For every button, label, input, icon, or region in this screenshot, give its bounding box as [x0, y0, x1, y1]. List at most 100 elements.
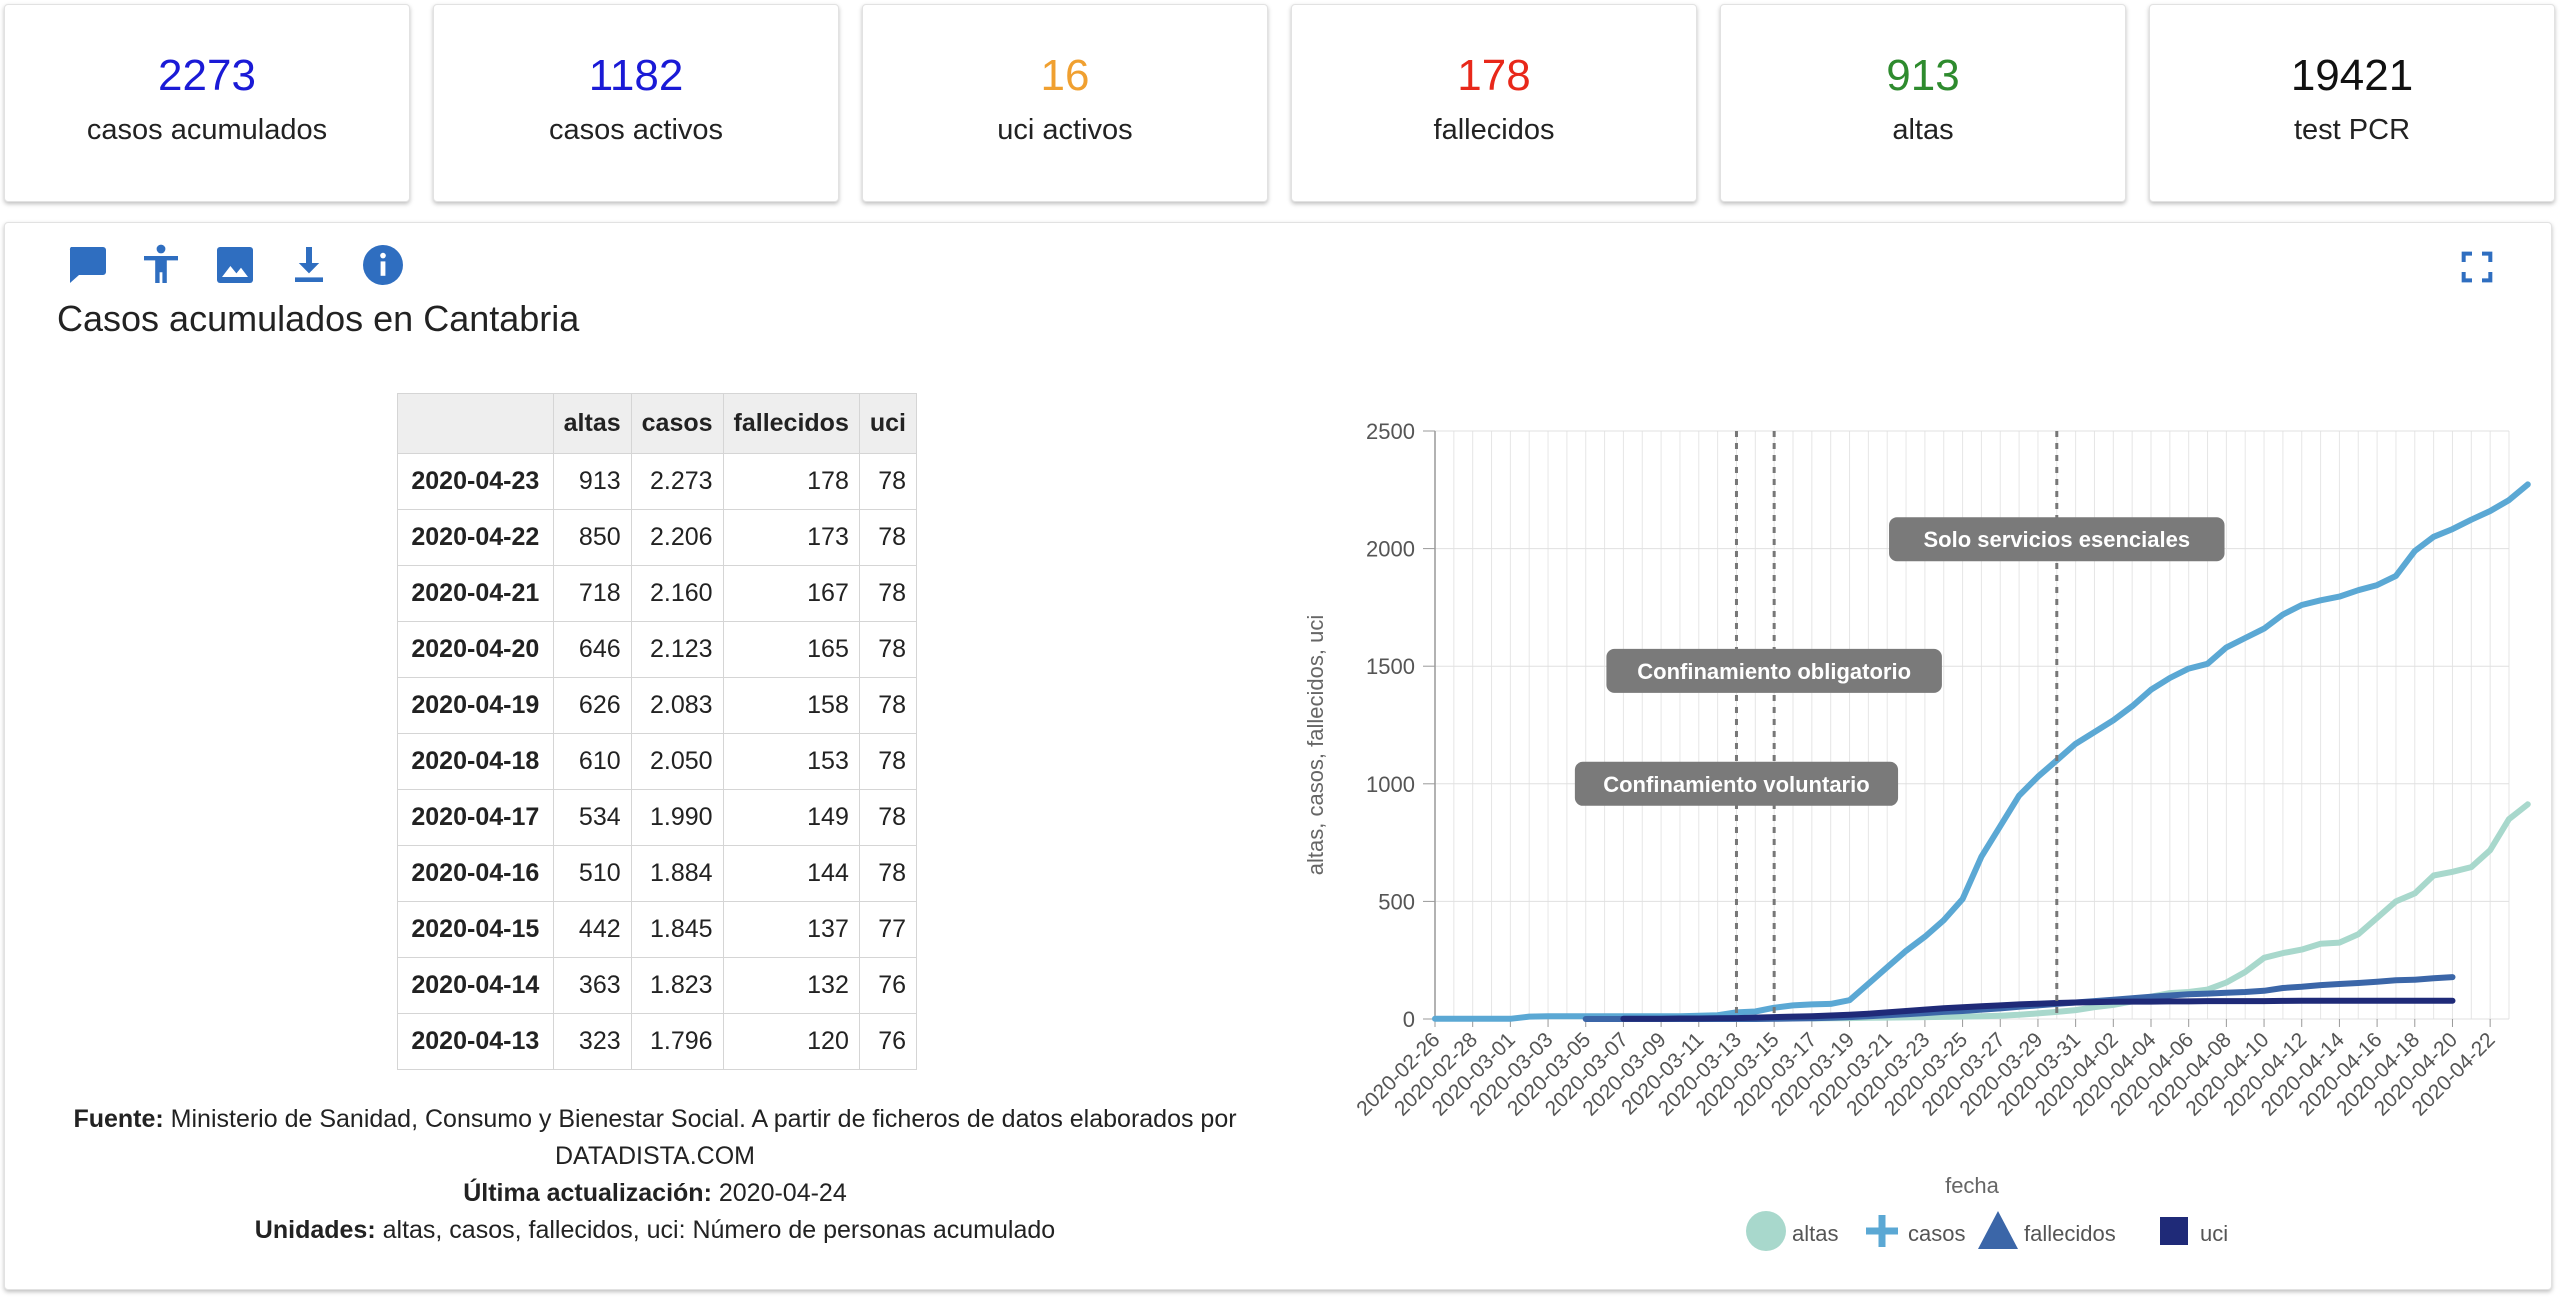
- column-header-altas: altas: [552, 393, 632, 454]
- annotation-badge-bg: [1889, 517, 2225, 562]
- table-cell-date: 2020-04-20: [397, 621, 554, 678]
- table-cell-altas: 718: [552, 565, 632, 622]
- kpi-value: 1182: [588, 51, 684, 100]
- legend-label: fallecidos: [2024, 1221, 2116, 1246]
- table-cell-uci: 78: [858, 565, 917, 622]
- data-table-container[interactable]: altas casos fallecidos uci 2020-04-23 913…: [397, 393, 917, 1083]
- kpi-label: fallecidos: [1433, 114, 1555, 146]
- table-cell-altas: 850: [552, 509, 632, 566]
- panel-title: Casos acumulados en Cantabria: [57, 298, 580, 339]
- annotation-badge: Confinamiento obligatorio: [1606, 648, 1942, 693]
- table-cell-casos: 1.823: [630, 957, 724, 1014]
- table-cell-casos: 1.796: [630, 1013, 724, 1070]
- table-cell-uci: 78: [858, 453, 917, 510]
- table-cell-fallecidos: 137: [722, 901, 860, 958]
- kpi-card-casos-acumulados: 2273 casos acumulados: [4, 4, 410, 202]
- table-cell-uci: 76: [858, 1013, 917, 1070]
- table-cell-fallecidos: 120: [722, 1013, 860, 1070]
- table-cell-altas: 534: [552, 789, 632, 846]
- table-cell-altas: 363: [552, 957, 632, 1014]
- legend-marker-cross: [1866, 1215, 1898, 1247]
- table-cell-date: 2020-04-17: [397, 789, 554, 846]
- kpi-label: altas: [1892, 114, 1954, 146]
- table-cell-fallecidos: 132: [722, 957, 860, 1014]
- kpi-cards: 2273 casos acumulados 1182 casos activos…: [4, 4, 2556, 204]
- table-cell-date: 2020-04-14: [397, 957, 554, 1014]
- kpi-label: test PCR: [2293, 114, 2411, 146]
- table-cell-altas: 626: [552, 677, 632, 734]
- kpi-value: 178: [1457, 51, 1531, 100]
- table-cell-casos: 2.050: [630, 733, 724, 790]
- table-body: 2020-04-23 913 2.273 178 78 2020-04-22 850 2.20…: [397, 453, 917, 1070]
- table-cell-altas: 323: [552, 1013, 632, 1070]
- y-tick-label: 2000: [1366, 537, 1415, 562]
- y-tick-label: 2500: [1366, 419, 1415, 444]
- legend-label: casos: [1908, 1221, 1965, 1246]
- table-row: 2020-04-20 646 2.123 165 78: [397, 621, 917, 678]
- line-chart: 0 500 1000 1500 2000 2500 2020-02-26 2020-02-28…: [1305, 393, 2535, 1273]
- updated-label: Última actualización:: [463, 1179, 712, 1207]
- info-icon[interactable]: [359, 241, 407, 289]
- legend-item-fallecidos: fallecidos: [1978, 1211, 2116, 1249]
- table-cell-fallecidos: 165: [722, 621, 860, 678]
- kpi-card-altas: 913 altas: [1720, 4, 2126, 202]
- updated-line: Última actualización: 2020-04-24: [45, 1175, 1265, 1212]
- table-row: 2020-04-18 610 2.050 153 78: [397, 733, 917, 790]
- comment-icon[interactable]: [63, 241, 111, 289]
- source-text: Ministerio de Sanidad, Consumo y Bienest…: [170, 1105, 1237, 1170]
- accessibility-icon[interactable]: [137, 241, 185, 289]
- download-icon[interactable]: [285, 241, 333, 289]
- legend-marker-circle: [1746, 1211, 1786, 1251]
- annotation-badge: Confinamiento voluntario: [1574, 761, 1899, 806]
- table-row: 2020-04-22 850 2.206 173 78: [397, 509, 917, 566]
- column-header-date: [397, 393, 554, 454]
- fullscreen-icon[interactable]: [2457, 247, 2497, 287]
- annotation-badge: Solo servicios esenciales: [1889, 517, 2225, 562]
- series-line-uci: [1620, 997, 2456, 1022]
- kpi-value: 16: [1040, 51, 1090, 100]
- table-cell-uci: 78: [858, 845, 917, 902]
- annotation-badge-bg: [1606, 648, 1942, 693]
- image-icon[interactable]: [211, 241, 259, 289]
- kpi-value: 913: [1886, 51, 1960, 100]
- units-line: Unidades: altas, casos, fallecidos, uci:…: [45, 1212, 1265, 1249]
- y-tick-label: 1000: [1366, 772, 1415, 797]
- table-cell-fallecidos: 149: [722, 789, 860, 846]
- table-cell-uci: 78: [858, 621, 917, 678]
- annotation-label: Solo servicios esenciales: [1923, 527, 2190, 552]
- table-cell-fallecidos: 153: [722, 733, 860, 790]
- table-row: 2020-04-17 534 1.990 149 78: [397, 789, 917, 846]
- table-row: 2020-04-21 718 2.160 167 78: [397, 565, 917, 622]
- table-row: 2020-04-13 323 1.796 120 76: [397, 1013, 917, 1070]
- table-cell-fallecidos: 167: [722, 565, 860, 622]
- x-axis-title: fecha: [1945, 1173, 2000, 1198]
- kpi-card-test-pcr: 19421 test PCR: [2149, 4, 2555, 202]
- table-cell-uci: 78: [858, 677, 917, 734]
- table-cell-casos: 2.123: [630, 621, 724, 678]
- legend-item-altas: altas: [1746, 1211, 1838, 1251]
- kpi-card-uci-activos: 16 uci activos: [862, 4, 1268, 202]
- source-line: Fuente: Ministerio de Sanidad, Consumo y…: [45, 1101, 1265, 1175]
- table-cell-uci: 78: [858, 789, 917, 846]
- table-cell-casos: 1.884: [630, 845, 724, 902]
- kpi-card-fallecidos: 178 fallecidos: [1291, 4, 1697, 202]
- table-cell-fallecidos: 144: [722, 845, 860, 902]
- table-cell-casos: 2.083: [630, 677, 724, 734]
- table-cell-fallecidos: 178: [722, 453, 860, 510]
- kpi-value: 19421: [2290, 51, 2414, 100]
- table-cell-casos: 1.990: [630, 789, 724, 846]
- y-tick-label: 1500: [1366, 654, 1415, 679]
- table-cell-casos: 2.160: [630, 565, 724, 622]
- table-cell-uci: 78: [858, 509, 917, 566]
- y-tick-label: 500: [1378, 889, 1415, 914]
- table-cell-casos: 2.273: [630, 453, 724, 510]
- table-cell-date: 2020-04-15: [397, 901, 554, 958]
- kpi-label: casos acumulados: [86, 114, 328, 146]
- annotation-badge-bg: [1574, 761, 1899, 806]
- table-cell-date: 2020-04-18: [397, 733, 554, 790]
- table-cell-altas: 913: [552, 453, 632, 510]
- table-cell-date: 2020-04-23: [397, 453, 554, 510]
- table-cell-date: 2020-04-22: [397, 509, 554, 566]
- source-notes: Fuente: Ministerio de Sanidad, Consumo y…: [45, 1101, 1265, 1249]
- column-header-casos: casos: [630, 393, 724, 454]
